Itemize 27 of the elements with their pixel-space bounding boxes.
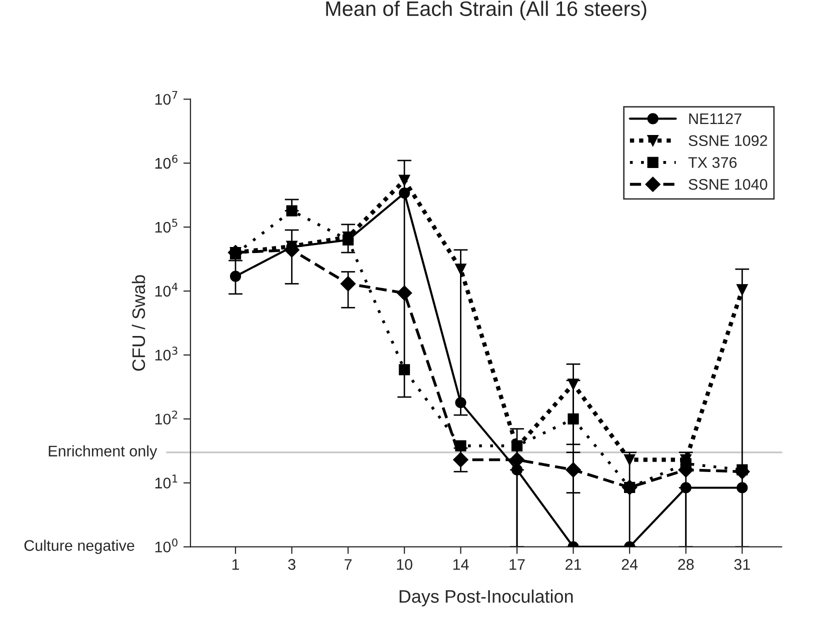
y-axis-title: CFU / Swab bbox=[132, 275, 146, 371]
x-tick-label: 10 bbox=[397, 559, 412, 570]
x-tick-label: 1 bbox=[232, 559, 240, 570]
legend-label: NE1127 bbox=[689, 113, 742, 124]
x-tick-label: 14 bbox=[453, 559, 469, 570]
y-tick-label: 10$^{1}$ bbox=[155, 474, 178, 488]
y-tick-label: 10$^{7}$ bbox=[155, 90, 178, 105]
chart-title: Mean of Each Strain (All 16 steers) bbox=[326, 0, 646, 20]
x-tick-label: 7 bbox=[344, 559, 352, 570]
y-tick-label: 10$^{3}$ bbox=[155, 346, 178, 361]
ref-line-label: Enrichment only bbox=[48, 445, 158, 460]
y-tick-label: 10$^{5}$ bbox=[155, 218, 178, 233]
legend-label: SSNE 1092 bbox=[688, 135, 768, 146]
y-tick-label: 10$^{6}$ bbox=[155, 154, 178, 169]
x-tick-label: 17 bbox=[510, 559, 525, 570]
legend-label: TX 376 bbox=[688, 157, 737, 168]
x-tick-label: 28 bbox=[678, 559, 694, 570]
x-tick-label: 21 bbox=[566, 559, 582, 570]
x-axis-title: Days Post-Inoculation bbox=[400, 590, 573, 606]
y-tick-label: 10$^{4}$ bbox=[155, 282, 178, 297]
x-tick-label: 3 bbox=[288, 559, 296, 570]
x-tick-label: 24 bbox=[622, 559, 638, 570]
text: Culture negative bbox=[24, 540, 134, 554]
legend-label: SSNE 1040 bbox=[688, 178, 768, 190]
y-tick-label: 10$^{2}$ bbox=[155, 410, 178, 425]
x-tick-label: 31 bbox=[734, 559, 750, 570]
y-tick-label: 10$^{0}$ bbox=[155, 538, 178, 552]
